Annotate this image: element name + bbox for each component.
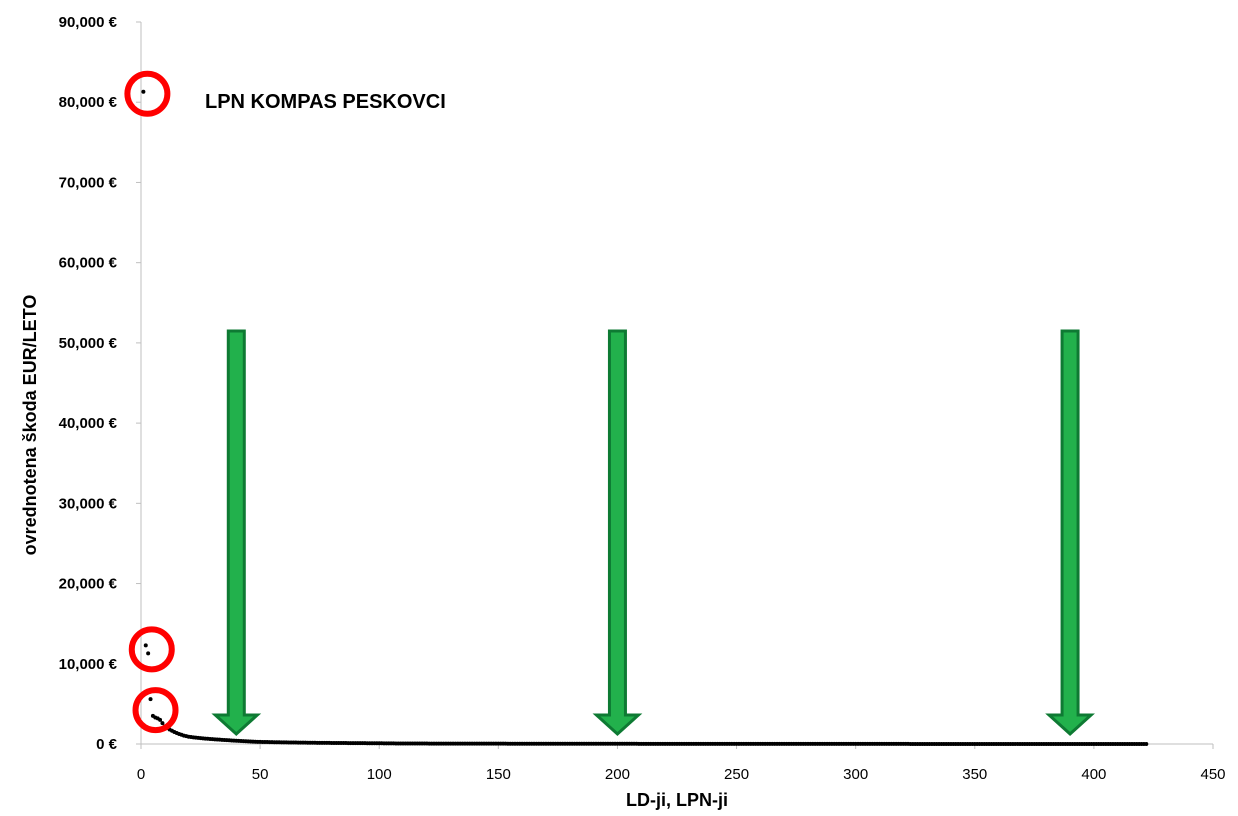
x-tick-label: 300: [843, 766, 868, 783]
y-tick-label: 90,000 €: [59, 14, 118, 31]
data-point: [160, 721, 165, 726]
highlight-circle: [128, 626, 175, 673]
x-axis-title: LD-ji, LPN-ji: [626, 790, 728, 810]
annotation-label: LPN KOMPAS PESKOVCI: [205, 91, 446, 113]
highlight-circle: [132, 687, 179, 734]
y-tick-label: 0 €: [96, 736, 118, 753]
x-tick-label: 150: [486, 766, 511, 783]
x-tick-label: 350: [962, 766, 987, 783]
outlier-point: [146, 651, 151, 656]
x-tick-label: 200: [605, 766, 630, 783]
y-axis-ticks: 0 € 10,000 € 20,000 € 30,000 € 40,000 € 50,00…: [59, 14, 141, 753]
data-point: [1144, 742, 1149, 746]
y-tick-label: 80,000 €: [59, 94, 118, 111]
y-tick-label: 10,000 €: [59, 656, 118, 673]
x-tick-label: 100: [367, 766, 392, 783]
y-tick-label: 30,000 €: [59, 495, 118, 512]
green-arrows: [211, 329, 1095, 737]
x-tick-label: 50: [252, 766, 269, 783]
down-arrow: [1045, 329, 1095, 737]
x-tick-label: 400: [1081, 766, 1106, 783]
down-arrow: [592, 329, 643, 737]
x-tick-label: 450: [1200, 766, 1225, 783]
y-tick-label: 60,000 €: [59, 255, 118, 272]
outlier-point: [148, 697, 153, 702]
data-points: [141, 89, 1149, 746]
y-tick-label: 50,000 €: [59, 335, 118, 352]
y-tick-label: 20,000 €: [59, 576, 118, 593]
down-arrow: [211, 329, 262, 737]
highlight-circles: [124, 70, 179, 734]
x-tick-label: 250: [724, 766, 749, 783]
y-tick-label: 40,000 €: [59, 415, 118, 432]
x-tick-label: 0: [137, 766, 145, 783]
data-point: [158, 717, 163, 722]
axes: [140, 22, 1213, 745]
outlier-point: [143, 643, 148, 648]
x-axis-ticks: 0 50 100 150 200 250 300 350 400 450: [137, 744, 1226, 783]
outlier-point: [141, 89, 146, 94]
y-axis-title: ovrednotena škoda EUR/LETO: [20, 295, 40, 556]
y-tick-label: 70,000 €: [59, 174, 118, 191]
highlight-circle: [124, 70, 171, 117]
